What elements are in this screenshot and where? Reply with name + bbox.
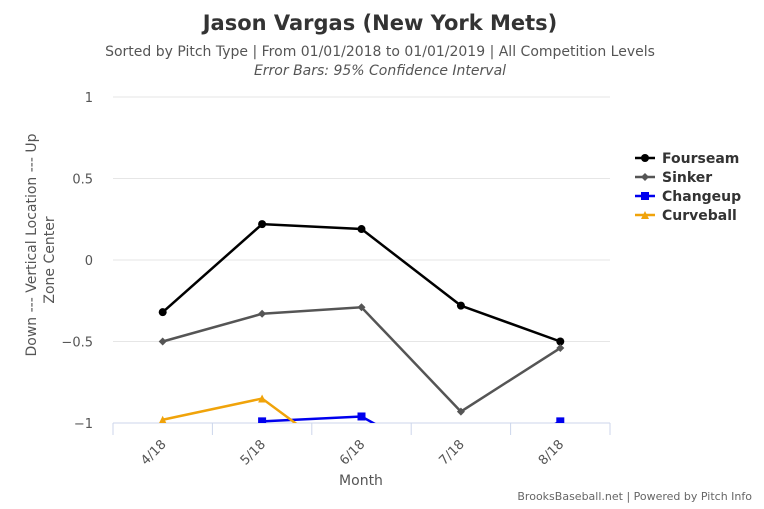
data-point[interactable]	[258, 417, 267, 425]
y-tick-label: −0.5	[61, 336, 93, 351]
data-point[interactable]	[159, 415, 167, 424]
x-tick-label: 7/18	[436, 437, 467, 468]
data-point[interactable]	[258, 220, 267, 229]
legend-label: Fourseam	[662, 151, 739, 167]
data-point[interactable]	[456, 301, 465, 310]
series-fourseam[interactable]	[158, 220, 565, 346]
y-tick-label: 0.5	[72, 173, 93, 188]
legend-label: Changeup	[662, 189, 741, 205]
x-axis-title: Month	[339, 473, 383, 489]
series-line	[162, 305, 561, 414]
legend-item-changeup[interactable]: Changeup	[635, 189, 741, 205]
data-point[interactable]	[158, 337, 167, 346]
legend-label: Sinker	[662, 170, 712, 186]
y-axis-title-2: Zone Center	[42, 216, 58, 303]
data-point[interactable]	[258, 394, 267, 403]
y-axis-title: Down --- Vertical Location --- Up	[24, 133, 40, 356]
x-tick-label: 6/18	[337, 437, 368, 468]
data-point[interactable]	[357, 412, 366, 421]
series-line	[262, 415, 561, 423]
legend-item-sinker[interactable]: Sinker	[635, 170, 712, 186]
chart-subtitle-2: Error Bars: 95% Confidence Interval	[254, 63, 506, 79]
y-tick-label: −1	[74, 417, 93, 432]
credits[interactable]: BrooksBaseball.net | Powered by Pitch In…	[517, 490, 752, 503]
data-point[interactable]	[357, 225, 366, 234]
series-sinker[interactable]	[158, 303, 565, 416]
data-point[interactable]	[258, 309, 267, 318]
data-point[interactable]	[556, 344, 565, 353]
series-changeup[interactable]	[258, 412, 565, 476]
data-point[interactable]	[456, 407, 465, 416]
data-point[interactable]	[556, 337, 565, 346]
data-point[interactable]	[158, 308, 167, 317]
series-line	[162, 397, 298, 423]
y-tick-label: 0	[85, 254, 93, 269]
chart-subtitle: Sorted by Pitch Type | From 01/01/2018 t…	[105, 44, 655, 60]
x-tick-label: 5/18	[238, 437, 269, 468]
data-point[interactable]	[457, 468, 465, 476]
chart-title: Jason Vargas (New York Mets)	[201, 11, 558, 35]
y-tick-label: 1	[85, 91, 93, 106]
data-point[interactable]	[556, 417, 565, 425]
series-curveball[interactable]	[159, 394, 366, 476]
data-point[interactable]	[357, 303, 366, 312]
legend-item-curveball[interactable]: Curveball	[635, 208, 737, 224]
legend-label: Curveball	[662, 208, 737, 224]
legend-item-fourseam[interactable]: Fourseam	[635, 151, 739, 167]
x-tick-label: 4/18	[138, 437, 169, 468]
x-tick-label: 8/18	[536, 437, 567, 468]
